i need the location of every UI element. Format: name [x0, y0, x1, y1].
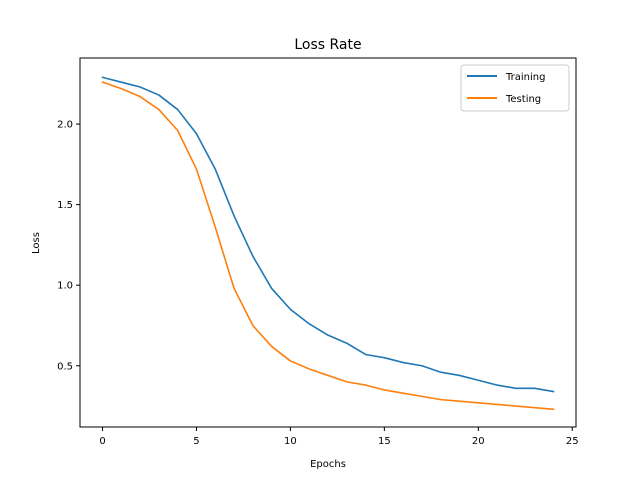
- y-tick-label: 1.0: [57, 281, 73, 292]
- x-tick-label: 0: [99, 436, 105, 447]
- y-tick-label: 1.5: [57, 200, 73, 211]
- y-axis-ticks: 0.5 1.0 1.5 2.0: [57, 120, 80, 372]
- legend-label-testing: Testing: [505, 94, 541, 105]
- series-line-training: [101, 76, 555, 393]
- y-axis-label: Loss: [31, 232, 42, 254]
- legend-label-training: Training: [505, 72, 545, 83]
- y-tick-label: 2.0: [57, 120, 73, 131]
- plot-lines: [101, 76, 555, 411]
- x-tick-label: 5: [193, 436, 199, 447]
- x-axis-ticks: 0 5 10 15 20 25: [99, 427, 579, 447]
- x-tick-label: 10: [284, 436, 297, 447]
- legend: Training Testing: [460, 64, 570, 112]
- series-line-testing: [101, 81, 555, 411]
- x-axis-label: Epochs: [310, 459, 346, 470]
- x-tick-label: 25: [566, 436, 579, 447]
- x-tick-label: 15: [378, 436, 391, 447]
- x-tick-label: 20: [472, 436, 485, 447]
- y-tick-label: 0.5: [57, 361, 73, 372]
- plot-frame: [79, 57, 577, 428]
- chart-title: Loss Rate: [294, 37, 361, 53]
